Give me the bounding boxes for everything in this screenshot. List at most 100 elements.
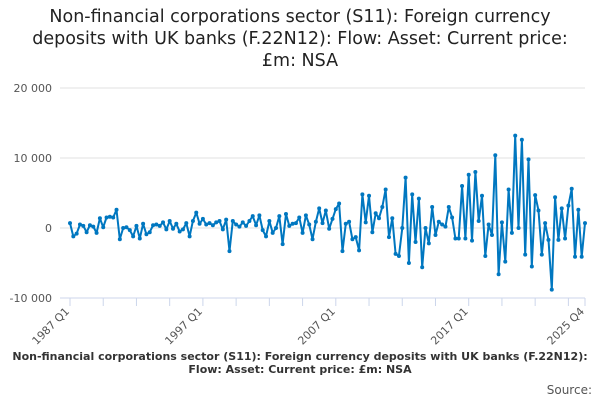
- data-point: [347, 219, 352, 224]
- data-point: [307, 222, 312, 227]
- data-point: [383, 187, 388, 192]
- data-point: [513, 133, 518, 138]
- data-point: [460, 184, 465, 188]
- data-point: [131, 234, 136, 239]
- data-point: [463, 236, 468, 241]
- data-point: [250, 214, 255, 219]
- data-point: [124, 225, 129, 230]
- chart-title: Non-financial corporations sector (S11):…: [32, 7, 568, 71]
- data-point: [151, 223, 156, 228]
- data-point: [413, 240, 418, 244]
- data-point: [503, 259, 508, 264]
- data-point: [180, 227, 185, 232]
- data-point: [217, 219, 222, 223]
- data-point: [443, 224, 448, 229]
- data-point: [287, 223, 292, 228]
- data-point: [204, 222, 209, 227]
- data-point: [393, 251, 398, 256]
- data-point: [71, 234, 76, 239]
- data-point: [210, 223, 215, 228]
- y-axis: 20 000 10 000 0 -10 000: [10, 82, 52, 305]
- data-point: [283, 212, 288, 216]
- data-point: [74, 231, 79, 236]
- data-point: [343, 221, 348, 226]
- y-tick-label: -10 000: [10, 292, 52, 305]
- data-point: [84, 230, 89, 235]
- data-point: [101, 225, 106, 230]
- source-label: Source:: [546, 383, 592, 397]
- data-point: [576, 207, 581, 212]
- data-point: [297, 215, 302, 220]
- data-point: [164, 227, 169, 232]
- data-point: [566, 203, 571, 208]
- data-point: [440, 222, 445, 227]
- data-point: [300, 230, 305, 235]
- x-tick-label: 1987 Q1: [30, 305, 73, 348]
- data-point: [267, 219, 272, 223]
- data-point: [161, 220, 166, 225]
- data-point: [569, 186, 574, 191]
- data-point: [583, 221, 587, 226]
- data-point: [234, 222, 239, 227]
- data-point: [406, 261, 411, 265]
- data-point: [473, 170, 478, 174]
- data-point: [380, 205, 385, 209]
- data-point: [230, 219, 235, 223]
- data-point: [453, 236, 458, 241]
- data-point: [350, 237, 355, 242]
- data-point: [526, 157, 531, 162]
- data-point: [533, 193, 538, 198]
- data-point: [456, 236, 461, 241]
- data-point: [254, 223, 259, 228]
- x-tick-label: 2017 Q1: [428, 305, 471, 348]
- data-point: [237, 224, 242, 229]
- data-point: [543, 221, 548, 226]
- data-point: [317, 206, 322, 211]
- data-point: [240, 220, 245, 225]
- data-point: [174, 221, 179, 226]
- data-point: [111, 215, 116, 220]
- data-point: [270, 230, 275, 235]
- data-point: [157, 223, 162, 228]
- gridlines: [60, 87, 585, 229]
- data-point: [519, 137, 524, 142]
- data-point: [353, 235, 358, 240]
- data-point: [244, 223, 249, 228]
- data-point: [396, 254, 401, 258]
- data-point: [536, 208, 541, 213]
- data-point: [423, 226, 428, 230]
- footer-title: Non-financial corporations sector (S11):…: [12, 350, 588, 376]
- y-tick-label: 10 000: [14, 152, 53, 165]
- data-point: [549, 287, 554, 292]
- data-point: [277, 214, 282, 219]
- data-point: [420, 265, 425, 270]
- data-point: [486, 222, 491, 227]
- data-point: [187, 234, 192, 239]
- data-point: [323, 208, 328, 213]
- data-point: [313, 219, 318, 224]
- data-point: [197, 221, 202, 226]
- x-tick-label: 2007 Q1: [295, 305, 338, 348]
- data-point: [121, 226, 126, 230]
- data-point: [529, 264, 534, 269]
- y-tick-label: 20 000: [14, 82, 53, 95]
- data-point: [310, 237, 315, 242]
- data-point: [81, 223, 86, 228]
- data-point: [274, 226, 278, 230]
- data-point: [114, 207, 119, 212]
- data-point: [386, 235, 391, 240]
- data-point: [144, 232, 149, 237]
- data-point: [68, 221, 72, 226]
- data-point: [370, 230, 375, 235]
- data-point: [214, 220, 219, 225]
- data-point: [167, 219, 172, 223]
- data-point: [91, 224, 96, 229]
- data-point: [489, 233, 494, 237]
- data-point: [450, 215, 455, 220]
- data-point: [360, 192, 365, 197]
- data-series: [68, 133, 587, 292]
- data-point: [436, 219, 441, 224]
- data-point: [553, 195, 558, 200]
- data-point: [327, 226, 332, 231]
